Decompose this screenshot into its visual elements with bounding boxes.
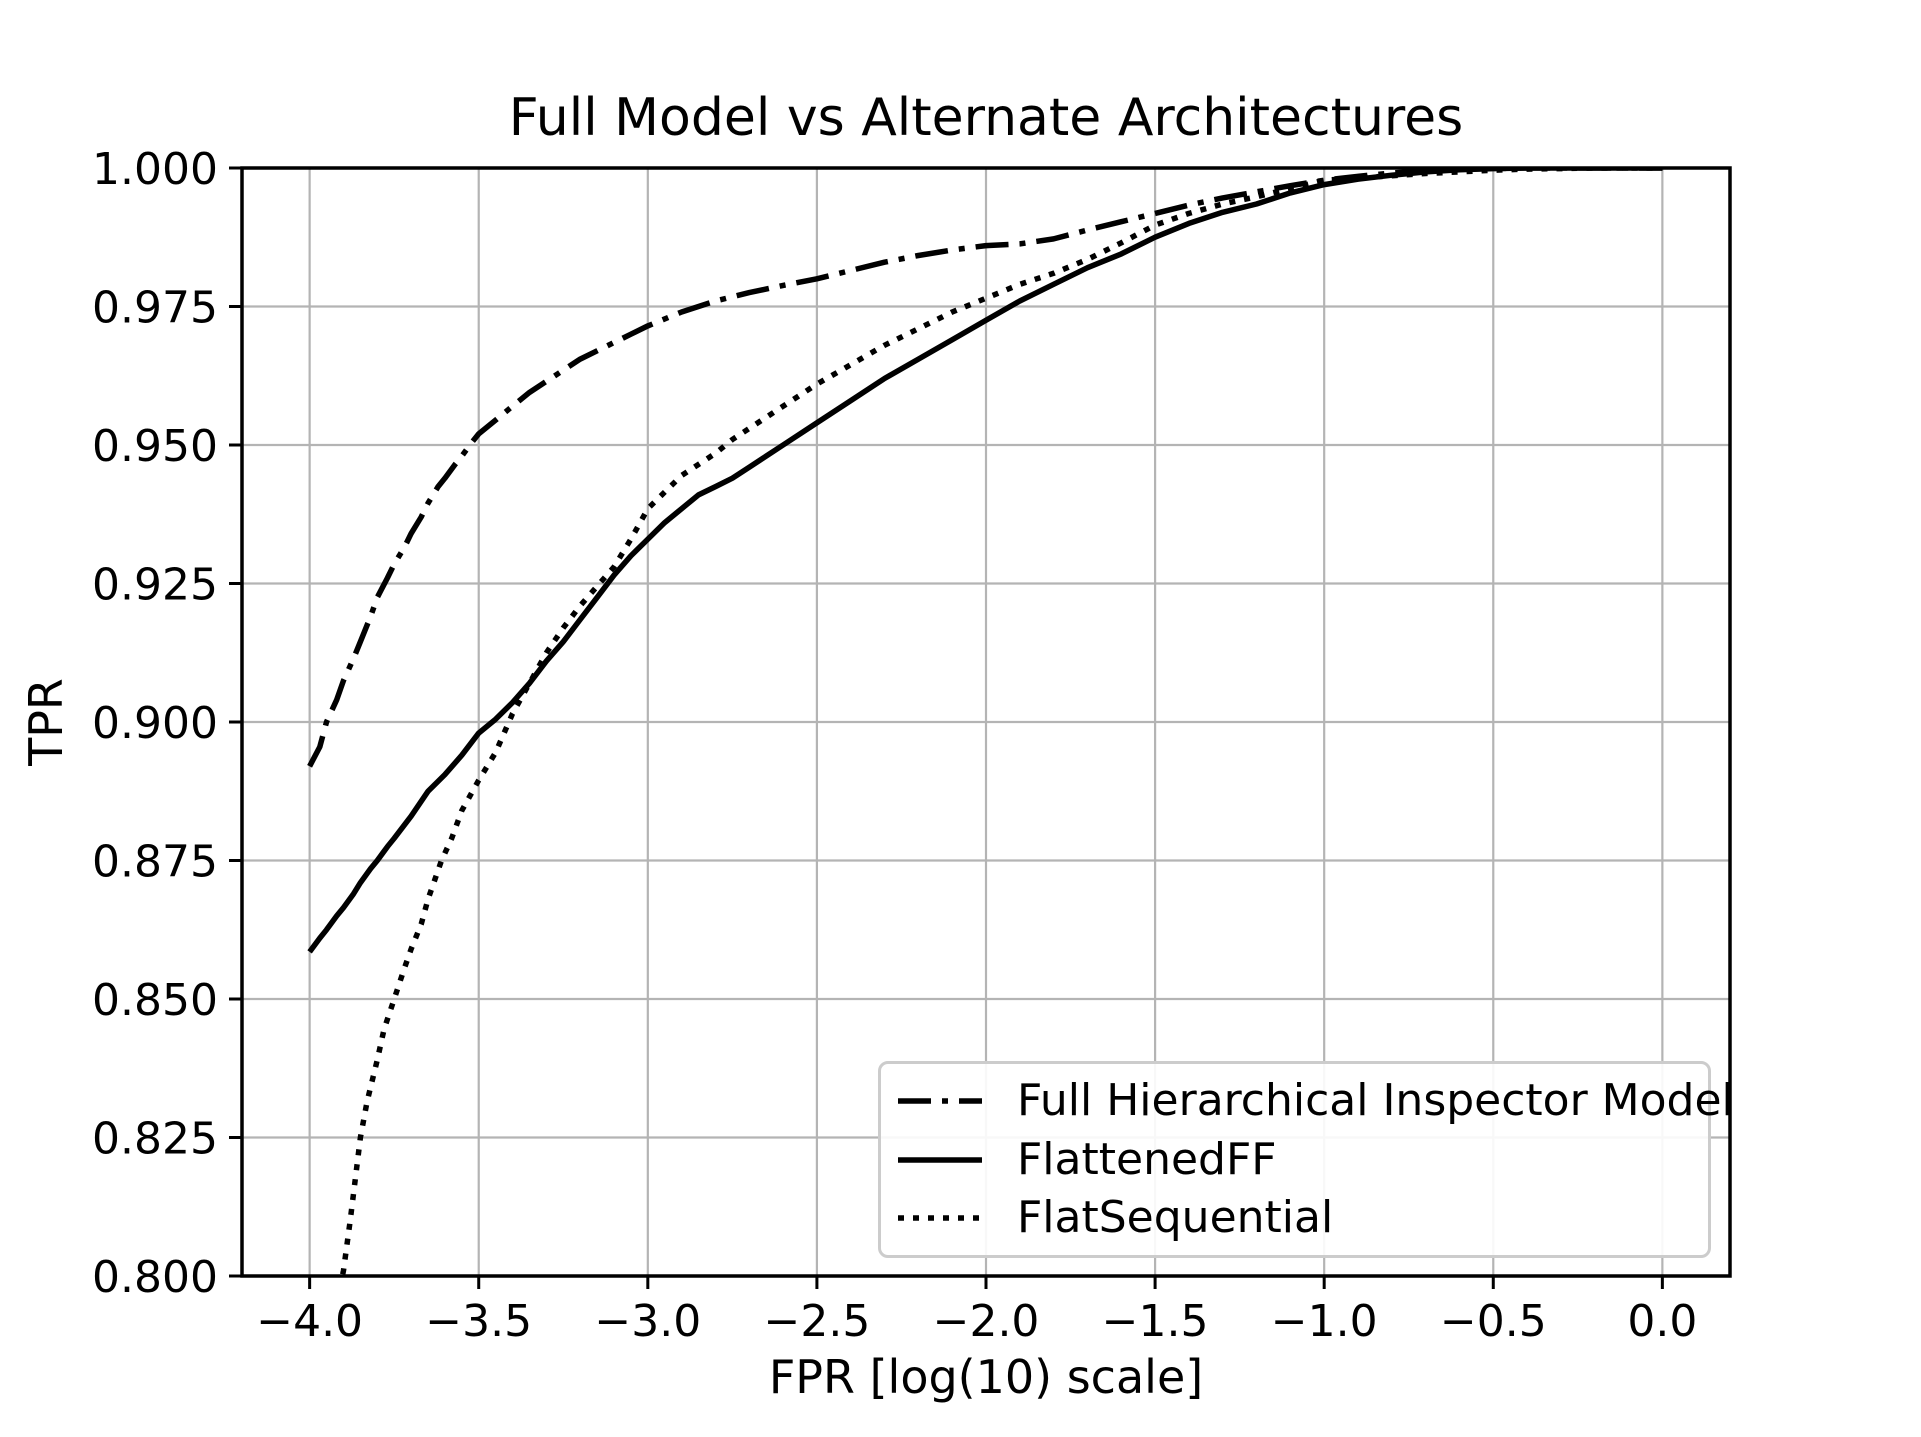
solid-line-sample-icon xyxy=(898,1156,982,1163)
x-axis-label: FPR [log(10) scale] xyxy=(768,1350,1204,1404)
y-tick-label: 0.975 xyxy=(92,283,218,334)
y-tick-label: 0.875 xyxy=(92,837,218,888)
x-tick-label: −3.5 xyxy=(425,1296,532,1347)
legend-label: FlattenedFF xyxy=(1017,1133,1277,1185)
legend-label: FlatSequential xyxy=(1017,1192,1334,1244)
series-lines xyxy=(307,168,1663,1276)
y-tick-labels: 1.000 0.975 0.950 0.925 0.900 0.875 0.850 0.825… xyxy=(92,144,218,1303)
legend-label: Full Hierarchical Inspector Model xyxy=(1017,1074,1734,1126)
series-line-full-hierarchical-inspector-model xyxy=(307,168,1663,768)
legend-item-full-hierarchical-inspector-model: Full Hierarchical Inspector Model xyxy=(897,1078,1734,1123)
x-tick-labels: −4.0 −3.5 −3.0 −2.5 −2.0 −1.5 −1.0 −0.5 0.0 xyxy=(256,1296,1697,1347)
x-tick-label: −1.5 xyxy=(1102,1296,1209,1347)
y-tick-label: 1.000 xyxy=(92,144,218,195)
x-tick-label: 0.0 xyxy=(1627,1296,1697,1347)
tick-marks xyxy=(229,166,1664,1289)
y-tick-label: 0.925 xyxy=(92,560,218,611)
legend-item-flatsequential: FlatSequential xyxy=(897,1196,1708,1240)
x-tick-label: −1.0 xyxy=(1271,1296,1378,1347)
chart-title: Full Model vs Alternate Architectures xyxy=(508,88,1464,148)
legend: Full Hierarchical Inspector Model Flatte… xyxy=(878,1061,1734,1258)
y-tick-label: 0.900 xyxy=(92,698,218,749)
legend-item-flattenedff: FlattenedFF xyxy=(897,1133,1708,1185)
y-tick-label: 0.850 xyxy=(92,975,218,1026)
x-tick-label: −2.5 xyxy=(763,1296,870,1347)
x-tick-label: −4.0 xyxy=(256,1296,363,1347)
dotted-line-sample-icon xyxy=(898,1215,982,1221)
y-tick-label: 0.800 xyxy=(92,1252,218,1303)
series-line-flattenedff xyxy=(307,168,1663,954)
y-tick-label: 0.825 xyxy=(92,1114,218,1165)
dashdot-line-sample-icon xyxy=(898,1098,982,1104)
x-tick-label: −2.0 xyxy=(933,1296,1040,1347)
x-tick-label: −0.5 xyxy=(1440,1296,1547,1347)
y-tick-label: 0.950 xyxy=(92,421,218,472)
x-tick-label: −3.0 xyxy=(594,1296,701,1347)
